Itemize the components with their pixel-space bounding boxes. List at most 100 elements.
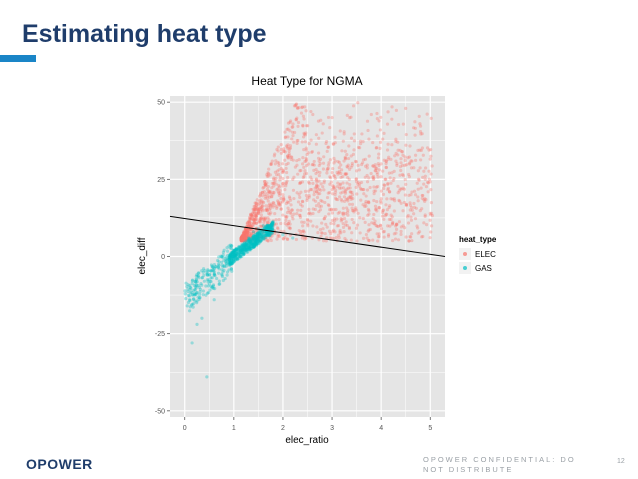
gas-point bbox=[234, 251, 238, 255]
elec-point bbox=[286, 237, 290, 241]
elec-point bbox=[356, 182, 360, 186]
gas-point bbox=[205, 375, 209, 379]
elec-point bbox=[279, 147, 283, 152]
elec-point bbox=[269, 223, 273, 227]
gas-point bbox=[227, 254, 232, 258]
gas-point bbox=[265, 223, 270, 227]
elec-point bbox=[330, 116, 334, 120]
elec-point bbox=[382, 183, 387, 187]
elec-point bbox=[376, 162, 380, 166]
gas-point bbox=[220, 268, 224, 272]
elec-point bbox=[343, 236, 347, 241]
gas-point bbox=[265, 233, 269, 237]
elec-point bbox=[265, 207, 269, 211]
elec-point bbox=[256, 238, 261, 242]
gas-point bbox=[253, 244, 257, 248]
elec-point bbox=[314, 185, 318, 189]
gas-point bbox=[195, 299, 199, 303]
gas-point bbox=[232, 260, 236, 264]
elec-point bbox=[341, 181, 345, 185]
elec-point bbox=[364, 194, 368, 198]
elec-point bbox=[360, 132, 364, 136]
elec-point bbox=[339, 217, 343, 221]
elec-point bbox=[242, 236, 246, 240]
elec-point bbox=[316, 231, 320, 235]
elec-point bbox=[320, 221, 324, 225]
gas-point bbox=[232, 251, 236, 255]
gas-point bbox=[262, 226, 267, 230]
elec-point bbox=[240, 238, 244, 242]
gas-point bbox=[256, 236, 260, 240]
elec-point bbox=[254, 211, 259, 215]
elec-point bbox=[265, 191, 270, 195]
elec-point bbox=[315, 225, 319, 229]
elec-point bbox=[376, 156, 381, 160]
gas-point bbox=[252, 234, 256, 238]
elec-point bbox=[245, 232, 249, 236]
elec-point bbox=[348, 182, 352, 187]
elec-point bbox=[345, 172, 349, 176]
gas-point bbox=[193, 279, 197, 284]
gas-point bbox=[258, 232, 262, 236]
elec-point bbox=[256, 211, 260, 215]
elec-point bbox=[239, 236, 243, 240]
elec-point bbox=[240, 238, 244, 242]
gas-point bbox=[251, 245, 255, 249]
elec-point bbox=[343, 172, 347, 176]
elec-point bbox=[314, 178, 318, 182]
elec-point bbox=[280, 182, 285, 186]
elec-point bbox=[426, 190, 430, 194]
elec-point bbox=[258, 199, 262, 203]
gas-point bbox=[235, 247, 239, 251]
elec-point bbox=[332, 186, 336, 190]
elec-point bbox=[404, 106, 408, 110]
elec-point bbox=[389, 217, 393, 222]
elec-point bbox=[385, 122, 390, 126]
elec-point bbox=[428, 218, 432, 222]
gas-point bbox=[205, 278, 209, 282]
elec-point bbox=[322, 179, 327, 183]
elec-point bbox=[401, 209, 405, 213]
elec-point bbox=[266, 239, 270, 243]
gas-point bbox=[266, 227, 271, 231]
gas-point bbox=[260, 235, 264, 239]
elec-point bbox=[328, 175, 332, 179]
elec-point bbox=[328, 236, 332, 240]
elec-point bbox=[239, 236, 243, 240]
elec-point bbox=[294, 237, 298, 242]
elec-point bbox=[381, 192, 386, 196]
elec-point bbox=[241, 237, 245, 241]
elec-point bbox=[252, 230, 256, 234]
gas-point bbox=[233, 248, 237, 253]
elec-point bbox=[304, 159, 308, 163]
elec-point bbox=[429, 188, 433, 192]
elec-point bbox=[246, 233, 250, 237]
elec-point bbox=[356, 211, 360, 215]
elec-point bbox=[277, 168, 281, 172]
elec-point bbox=[421, 193, 425, 198]
elec-point bbox=[413, 158, 418, 162]
gas-point bbox=[234, 251, 238, 256]
elec-point bbox=[404, 202, 408, 207]
elec-point bbox=[251, 222, 255, 227]
y-axis-label: elec_diff bbox=[137, 237, 148, 274]
gas-point bbox=[267, 231, 271, 235]
gas-point bbox=[216, 265, 220, 270]
elec-point bbox=[288, 144, 293, 148]
elec-point bbox=[263, 192, 267, 197]
elec-point bbox=[243, 230, 247, 234]
gas-point bbox=[255, 233, 259, 237]
gas-point bbox=[250, 238, 255, 242]
gas-point bbox=[247, 237, 251, 242]
elec-point bbox=[322, 155, 326, 159]
elec-point bbox=[377, 152, 381, 156]
elec-point bbox=[322, 188, 326, 192]
elec-point bbox=[288, 198, 293, 202]
elec-point bbox=[373, 169, 377, 173]
elec-point bbox=[239, 238, 243, 242]
elec-point bbox=[375, 111, 379, 116]
elec-point bbox=[394, 223, 398, 227]
elec-point bbox=[264, 216, 268, 220]
gas-point bbox=[230, 251, 234, 255]
elec-point bbox=[337, 171, 341, 175]
